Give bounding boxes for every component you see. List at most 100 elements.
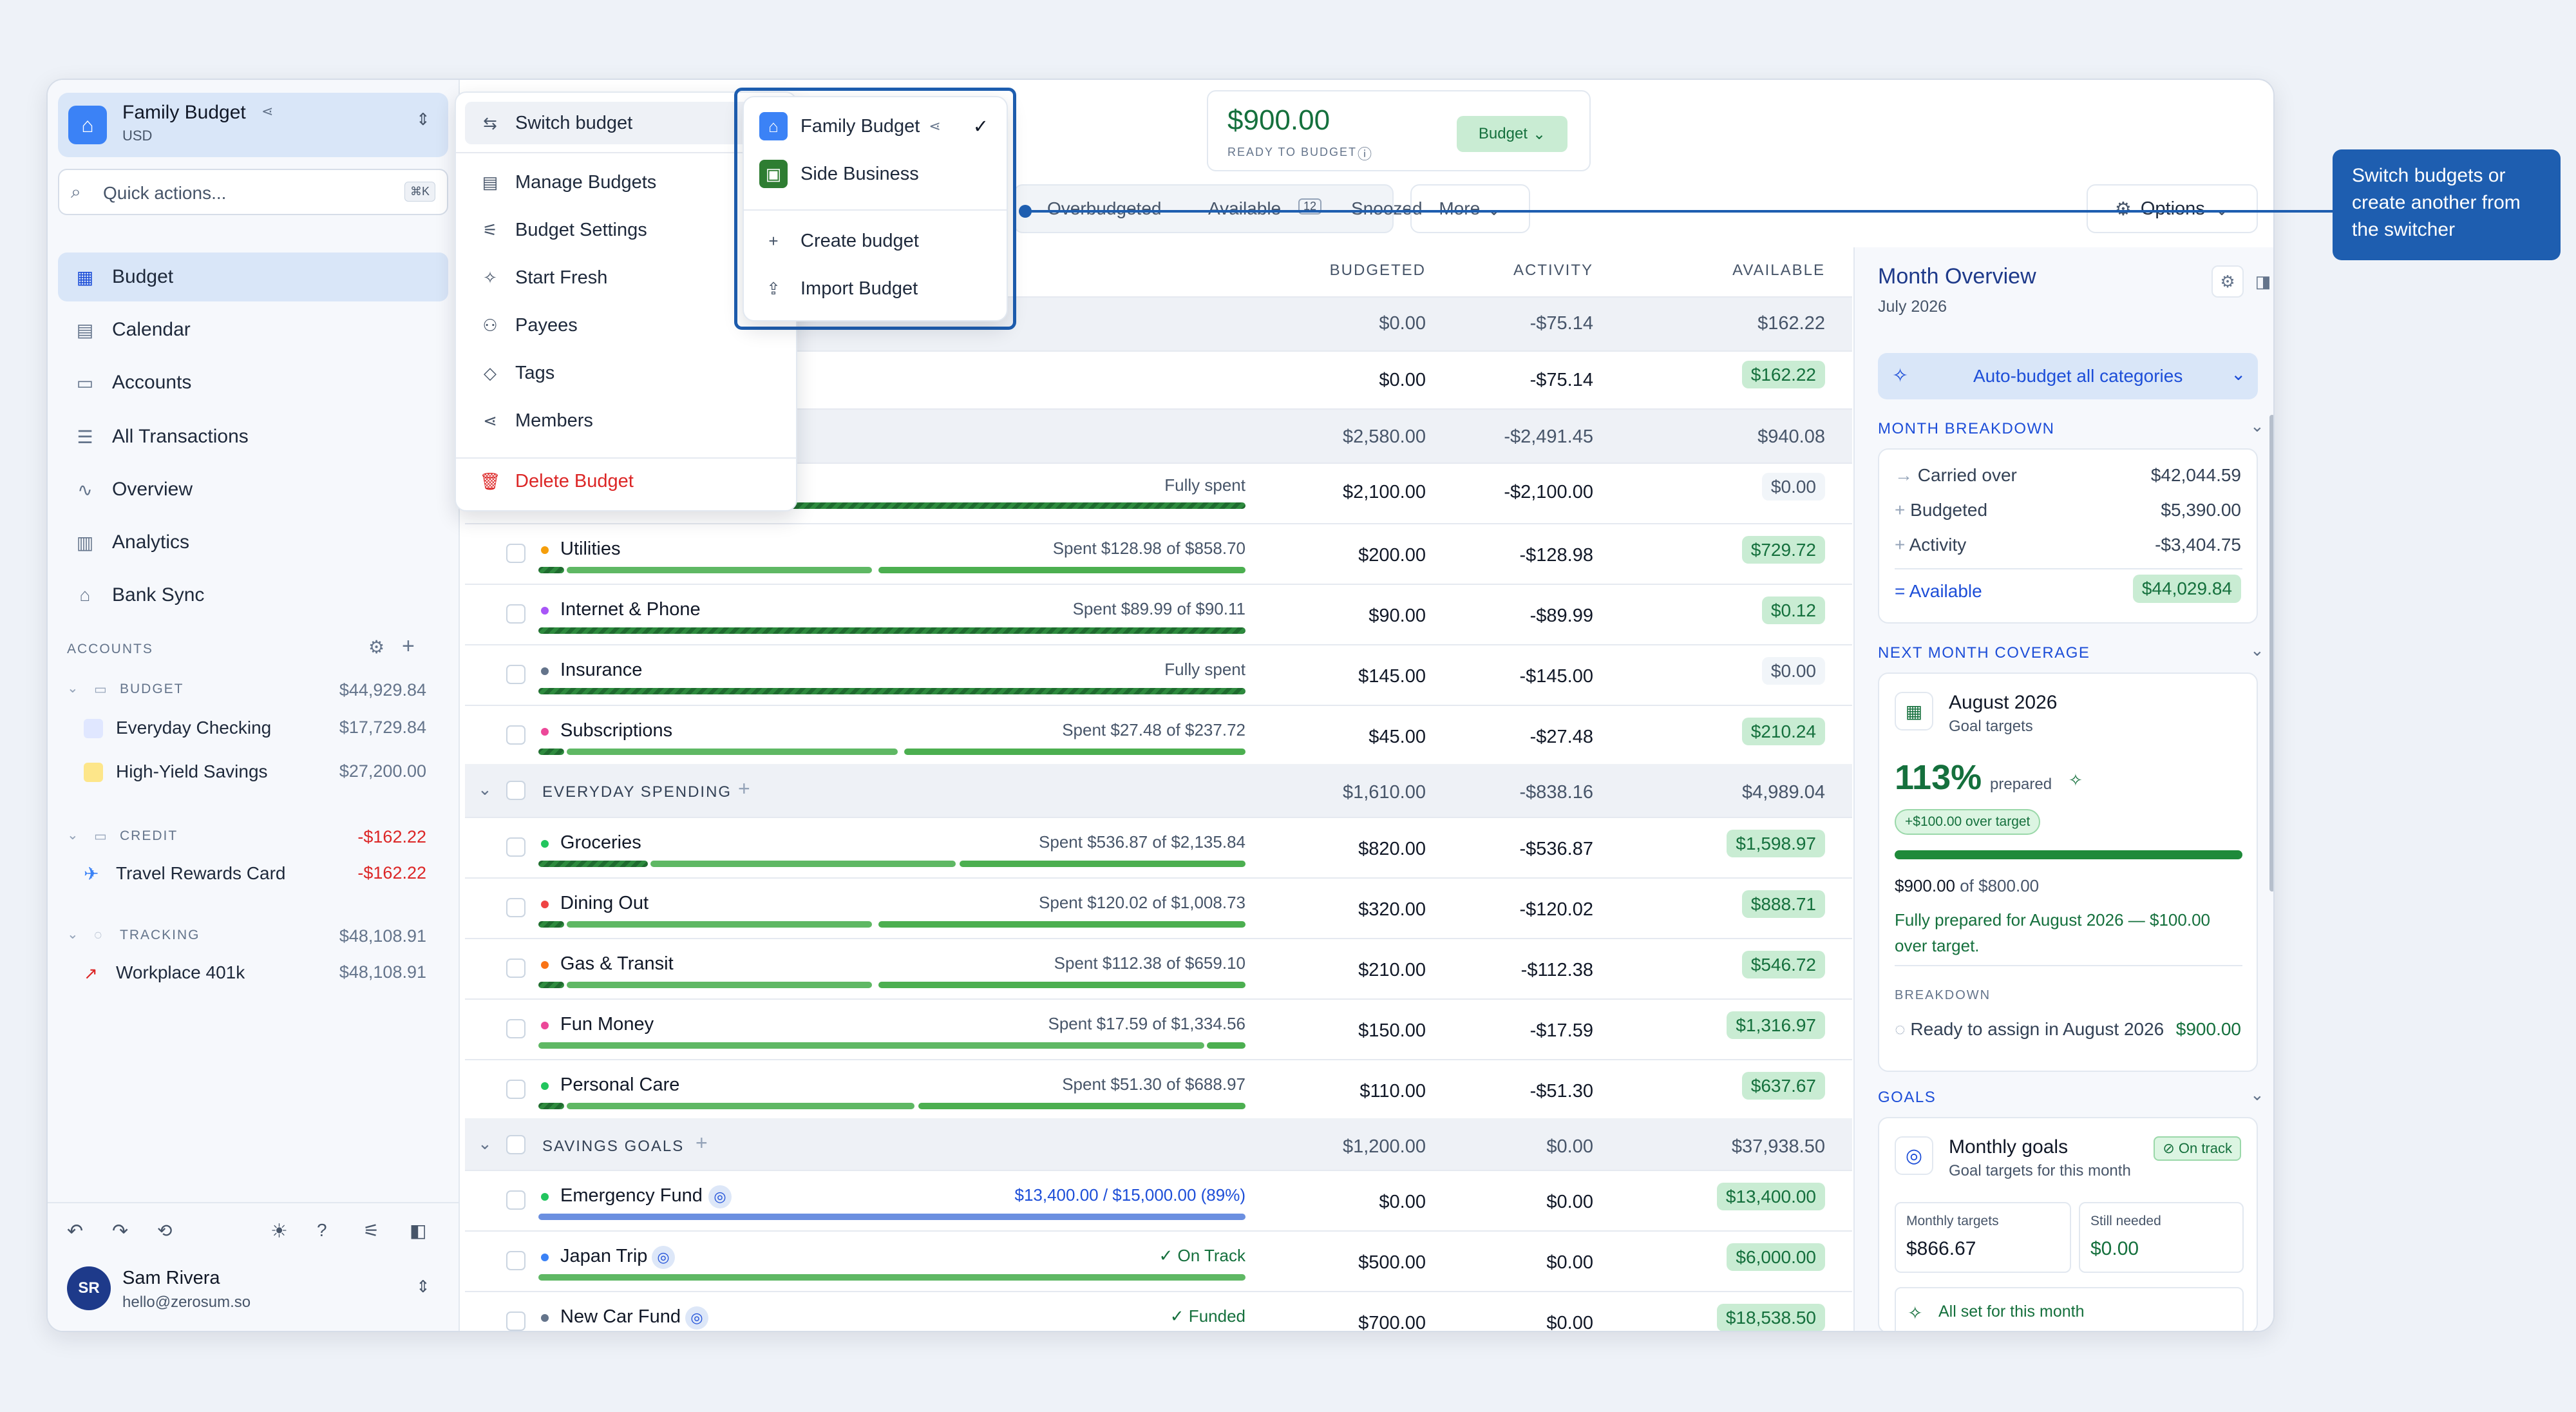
nav-budget[interactable]: ▦ Budget: [58, 253, 448, 301]
chevron-down-icon[interactable]: ⌄: [2250, 416, 2264, 435]
table-row[interactable]: [465, 1000, 1852, 1060]
account-workplace-401k[interactable]: Workplace 401k: [116, 962, 245, 982]
table-row[interactable]: [465, 352, 1852, 410]
table-row[interactable]: [465, 645, 1852, 706]
menu-members[interactable]: ⋖ Members: [465, 399, 787, 442]
budget-button[interactable]: Budget ⌄: [1457, 116, 1567, 152]
table-row[interactable]: [465, 464, 1852, 524]
account-everyday-checking[interactable]: Everyday Checking: [116, 718, 272, 738]
table-row[interactable]: [465, 524, 1852, 585]
gear-icon[interactable]: ⚙: [368, 637, 385, 657]
table-row[interactable]: [465, 939, 1852, 1000]
more-button[interactable]: More ⌄: [1410, 184, 1530, 233]
auto-budget-button[interactable]: ✧ Auto-budget all categories ⌄: [1878, 353, 2258, 399]
chevron-down-icon[interactable]: ⌄: [67, 927, 80, 942]
submenu-side-business[interactable]: ▣ Side Business: [750, 153, 1000, 195]
nav-calendar[interactable]: ▤ Calendar: [58, 305, 448, 354]
table-row[interactable]: [465, 1232, 1852, 1292]
category-name[interactable]: Internet & Phone: [560, 599, 701, 620]
menu-manage-budgets[interactable]: ▤ Manage Budgets: [465, 161, 787, 204]
category-name[interactable]: Personal Care: [560, 1074, 680, 1095]
settings-sliders-icon[interactable]: ⚟: [363, 1221, 380, 1241]
row-checkbox[interactable]: [506, 665, 526, 684]
scrollbar[interactable]: [2269, 415, 2273, 892]
chevron-updown-icon[interactable]: ⇕: [416, 1277, 430, 1296]
clipboard-icon: ▤: [482, 172, 498, 192]
menu-tags[interactable]: ◇ Tags: [465, 352, 787, 394]
avatar[interactable]: SR: [67, 1266, 111, 1310]
redo-icon[interactable]: ↷: [112, 1221, 129, 1242]
account-travel-rewards-card[interactable]: Travel Rewards Card: [116, 863, 286, 883]
row-checkbox[interactable]: [506, 604, 526, 624]
panel-toggle-icon[interactable]: ◨: [2255, 271, 2271, 291]
nav-bank-sync[interactable]: ⌂ Bank Sync: [58, 571, 448, 620]
add-account-icon[interactable]: +: [402, 634, 415, 658]
category-name[interactable]: Emergency Fund: [560, 1185, 703, 1206]
progress-bar: [538, 627, 1245, 634]
group-checkbox[interactable]: [506, 781, 526, 800]
options-button[interactable]: ⚙ Options ⌄: [2087, 184, 2258, 233]
submenu-family-budget[interactable]: ⌂ Family Budget ⋖ ✓: [750, 105, 1000, 148]
filter-available[interactable]: Available: [1208, 198, 1282, 218]
submenu-create-budget[interactable]: + Create budget: [750, 220, 1000, 262]
category-name[interactable]: Fun Money: [560, 1014, 654, 1035]
sun-icon[interactable]: ☀: [270, 1221, 288, 1242]
category-name[interactable]: Groceries: [560, 832, 641, 853]
quick-actions-input[interactable]: ⌕ Quick actions... ⌘K: [58, 169, 448, 215]
category-name[interactable]: Utilities: [560, 539, 621, 559]
add-category-icon[interactable]: +: [696, 1131, 708, 1154]
chevron-down-icon[interactable]: ⌄: [67, 681, 80, 696]
history-icon[interactable]: ⟲: [157, 1221, 173, 1241]
menu-payees[interactable]: ⚇ Payees: [465, 304, 787, 347]
nav-overview[interactable]: ∿ Overview: [58, 465, 448, 514]
chevron-down-icon[interactable]: ⌄: [478, 1134, 492, 1153]
plus-icon: +: [1895, 535, 1909, 555]
row-checkbox[interactable]: [506, 1019, 526, 1038]
search-icon: ⌕: [71, 182, 81, 202]
row-checkbox[interactable]: [506, 725, 526, 745]
category-name[interactable]: New Car Fund: [560, 1306, 681, 1327]
row-checkbox[interactable]: [506, 898, 526, 917]
chevron-down-icon[interactable]: ⌄: [2250, 640, 2264, 660]
table-row[interactable]: [465, 585, 1852, 645]
category-name[interactable]: Subscriptions: [560, 720, 673, 741]
chevron-down-icon[interactable]: ⌄: [67, 828, 80, 843]
category-name[interactable]: Japan Trip: [560, 1246, 648, 1266]
row-checkbox[interactable]: [506, 544, 526, 563]
menu-budget-settings[interactable]: ⚟ Budget Settings: [465, 209, 787, 251]
sidebar-toggle-icon[interactable]: ◧: [410, 1221, 427, 1241]
chevron-down-icon[interactable]: ⌄: [2250, 1085, 2264, 1104]
filter-overbudgeted[interactable]: Overbudgeted: [1047, 198, 1162, 218]
undo-icon[interactable]: ↶: [67, 1221, 84, 1242]
nav-accounts[interactable]: ▭ Accounts: [58, 358, 448, 407]
menu-delete-budget[interactable]: 🗑 Delete Budget: [479, 470, 634, 491]
budget-switcher[interactable]: ⌂ Family Budget ⋖ USD ⇕: [58, 93, 448, 157]
row-checkbox[interactable]: [506, 959, 526, 978]
category-name[interactable]: Gas & Transit: [560, 953, 674, 974]
available-pill: $888.71: [1741, 890, 1825, 918]
account-amount: -$162.22: [357, 863, 426, 882]
row-checkbox[interactable]: [506, 1251, 526, 1270]
category-dot: [541, 607, 549, 615]
row-checkbox[interactable]: [506, 1190, 526, 1210]
row-checkbox[interactable]: [506, 1312, 526, 1331]
row-checkbox[interactable]: [506, 837, 526, 857]
gear-icon[interactable]: ⚙: [2211, 265, 2244, 298]
row-checkbox[interactable]: [506, 1080, 526, 1099]
nav-all-transactions[interactable]: ☰ All Transactions: [58, 412, 448, 461]
upload-icon: ⇪: [766, 278, 781, 298]
help-icon[interactable]: ?: [317, 1220, 327, 1240]
table-row[interactable]: [465, 818, 1852, 879]
chevron-down-icon[interactable]: ⌄: [478, 779, 492, 799]
table-row[interactable]: [465, 1171, 1852, 1232]
available-count-badge: 12: [1298, 198, 1322, 215]
category-name[interactable]: Insurance: [560, 660, 643, 680]
category-name[interactable]: Dining Out: [560, 893, 649, 913]
account-high-yield-savings[interactable]: High-Yield Savings: [116, 761, 268, 781]
table-row[interactable]: [465, 879, 1852, 939]
group-checkbox[interactable]: [506, 1135, 526, 1154]
nav-analytics[interactable]: ▥ Analytics: [58, 518, 448, 567]
add-category-icon[interactable]: +: [738, 777, 750, 800]
submenu-import-budget[interactable]: ⇪ Import Budget: [750, 267, 1000, 310]
menu-start-fresh[interactable]: ✧ Start Fresh: [465, 256, 787, 299]
